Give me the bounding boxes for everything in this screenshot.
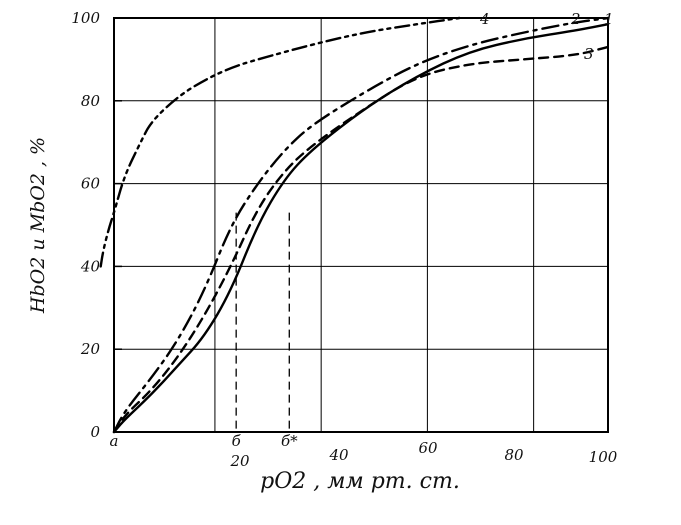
marker-label: а <box>110 432 119 450</box>
tick-labels: 0 20 40 60 80 100 20 40 60 80 100 <box>71 9 617 470</box>
x-tick-label: 100 <box>589 448 618 466</box>
curves <box>99 16 610 434</box>
y-tick-label: 80 <box>81 92 101 110</box>
y-tick-label: 20 <box>80 340 101 358</box>
curve-label-4: 4 <box>479 10 490 28</box>
curve-4 <box>99 16 461 268</box>
grid-lines <box>114 18 608 432</box>
curve-label-3: 3 <box>584 45 594 63</box>
marker-label: б <box>232 432 242 450</box>
y-axis-title: HbO2 и MbO2 , % <box>27 137 49 314</box>
curve-label-2: 2 <box>570 10 581 28</box>
marker-lines <box>113 212 290 432</box>
x-tick-label: 40 <box>328 446 349 464</box>
marker-label: б* <box>281 432 298 450</box>
x-tick-label: 60 <box>418 439 438 457</box>
y-tick-label: 40 <box>80 257 101 275</box>
curve-label-1: 1 <box>604 10 614 28</box>
x-tick-label: 80 <box>504 446 524 464</box>
curve-1 <box>112 23 610 434</box>
x-axis-title: pO2 , мм рт. ст. <box>260 469 460 494</box>
curve-2 <box>112 16 610 434</box>
x-tick-label: 20 <box>229 452 250 470</box>
marker-labels: а б б* <box>110 432 299 450</box>
y-tick-label: 100 <box>71 9 100 27</box>
y-tick-label: 60 <box>81 175 101 193</box>
curve-3 <box>112 45 610 434</box>
curve-labels: 1 23 4 <box>479 10 614 63</box>
y-tick-label: 0 <box>90 423 100 441</box>
